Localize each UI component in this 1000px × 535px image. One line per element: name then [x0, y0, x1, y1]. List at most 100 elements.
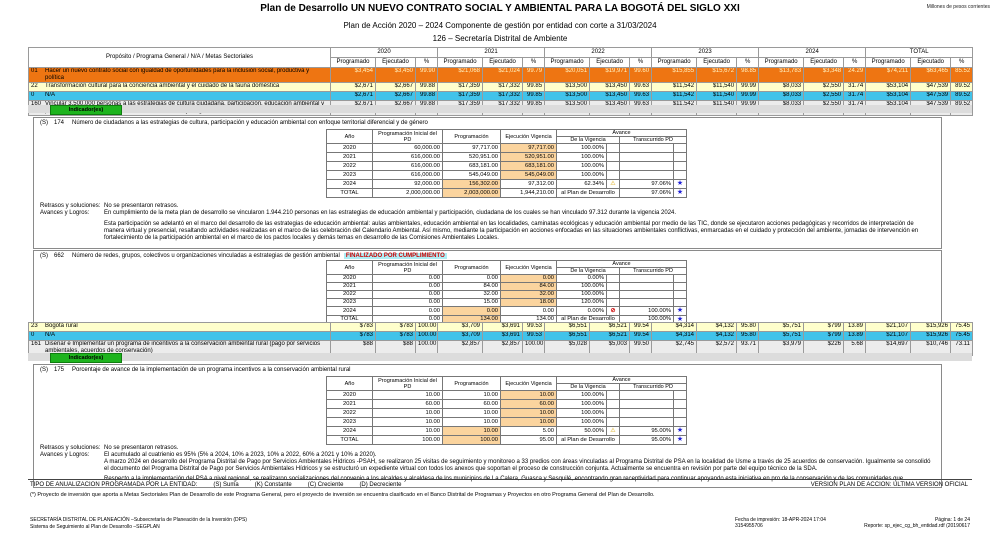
annualization-legend-label: TIPO DE ANUALIZACION PROGRAMADA POR LA E… [30, 482, 198, 488]
transcurrido-status-cell: ★ [673, 426, 687, 437]
initial-cell: 10.00 [372, 408, 443, 419]
execution-cell: 683,181.00 [500, 161, 557, 172]
col-programming: Programación [442, 259, 501, 276]
avances-text: El acumulado al cuatrienio es 95% (5% a … [104, 452, 377, 459]
col-execution: Ejecución Vigencia [500, 259, 557, 276]
initial-cell: 10.00 [372, 390, 443, 401]
budget-cell: $13,500 [544, 81, 591, 92]
budget-cell: 95.80 [736, 322, 759, 332]
year-cell: 2024 [326, 179, 373, 190]
program-row-23: 23 Bogotá rural $783 $783 100.00 $3,709 $3,691… [28, 322, 973, 332]
transcurrido-cell: 95.00% [619, 435, 674, 446]
star-icon: ★ [676, 427, 684, 435]
vigencia-status-cell: ⚠ [606, 179, 620, 190]
budget-cell: 75.45 [950, 322, 973, 332]
budget-cell: $13,500 [544, 90, 591, 101]
program-name: N/A [45, 332, 56, 339]
initial-cell: 100.00 [372, 435, 443, 446]
transcurrido-status-cell: ★ [673, 188, 687, 199]
star-icon: ★ [676, 189, 684, 197]
year-cell: 2020 [326, 143, 373, 154]
year-cell: 2023 [326, 417, 373, 428]
entity-subtitle: 126 – Secretaría Distrital de Ambiente [432, 34, 568, 43]
program-label: 01 Hacer un nuevo contrato social con igu… [28, 67, 331, 83]
budget-cell: $20,051 [544, 67, 591, 83]
vigencia-status-cell: ⚠ [606, 426, 620, 437]
vigencia-cell: 100.00% [556, 170, 607, 181]
indicator-row-2021: 2021 60.00 60.00 60.00 100.00% [326, 399, 687, 410]
indicator-table-container: Año Programación Inicial del PD Programaci… [326, 375, 687, 446]
indicator-row-TOTAL: TOTAL 100.00 100.00 95.00 al Plan de Desarro… [326, 435, 687, 446]
vigencia-status-cell [606, 282, 620, 292]
indicator-row-2022: 2022 0.00 32.00 32.00 100.00% [326, 290, 687, 300]
budget-cell: 99.63 [629, 81, 653, 92]
year-cell: 2020 [326, 274, 373, 284]
budget-cell: 99.54 [629, 331, 652, 341]
not-met-icon: ⊘ [610, 307, 616, 314]
budget-cell: 24.29 [843, 67, 867, 83]
programming-cell: 100.00 [442, 435, 501, 446]
budget-cell: $6,551 [544, 322, 590, 332]
budget-cell: $21,107 [865, 322, 911, 332]
vigencia-label-cell: al Plan de Desarrollo [556, 188, 620, 199]
legend-item: (K) Constante [254, 482, 292, 488]
budget-cell: $11,542 [651, 90, 698, 101]
indicator-row-2024: 2024 0.00 0.00 0.00 0.00% ⊘ 100.00% ★ [326, 306, 687, 316]
phone-number: 3154955706 [735, 523, 763, 529]
vigencia-status-cell [606, 408, 620, 419]
transcurrido-status-cell [673, 143, 687, 154]
budget-cell: $19,971 [589, 67, 631, 83]
sub-header: Ejecutado [803, 57, 845, 68]
warning-icon: ⚠ [610, 180, 616, 187]
programming-cell: 10.00 [442, 408, 501, 419]
budget-cell: $783 [330, 331, 376, 341]
indicator-row-2020: 2020 10.00 10.00 10.00 100.00% [326, 390, 687, 401]
sub-header: % [629, 57, 653, 68]
budget-cell: $6,521 [589, 322, 630, 332]
indicator-number: 174 [54, 120, 65, 126]
budget-cell: $2,550 [803, 90, 845, 101]
budget-cell: $2,671 [330, 90, 376, 101]
status-badge: FINALIZADO POR CUMPLIMIENTO [343, 253, 447, 259]
budget-cell: $47,539 [910, 81, 952, 92]
annualization-legend: TIPO DE ANUALIZACION PROGRAMADA POR LA E… [30, 482, 401, 488]
programming-cell: 10.00 [442, 417, 501, 428]
vigencia-status-cell [606, 298, 620, 308]
budget-cell: $8,033 [758, 81, 805, 92]
budget-cell: $21,068 [437, 67, 484, 83]
execution-cell: 5.00 [500, 426, 557, 437]
year-header: 2020 [329, 47, 439, 58]
indicator-box-175: (S) 175 Porcentaje de avance de la impleme… [33, 364, 942, 488]
budget-cell: $53,104 [865, 81, 912, 92]
program-row-01: 01 Hacer un nuevo contrato social con igu… [28, 67, 974, 83]
initial-cell: 616,000.00 [372, 170, 443, 181]
budget-cell: $13,450 [589, 81, 631, 92]
star-icon: ★ [676, 315, 684, 323]
year-cell: TOTAL [326, 188, 373, 199]
budget-cell: $21,107 [865, 331, 911, 341]
col-transcurrido: Transcurrido PD [619, 267, 687, 276]
indicator-band-label: Indicador(es) [50, 353, 122, 363]
sub-header: % [950, 57, 974, 68]
execution-cell: 10.00 [500, 408, 557, 419]
budget-cell: $6,551 [544, 331, 590, 341]
col-vigencia: De la Vigencia [556, 383, 620, 392]
transcurrido-status-cell [673, 170, 687, 181]
indicator-number: 175 [54, 367, 65, 373]
program-code: 23 [31, 323, 38, 330]
budget-cell: $74,211 [865, 67, 912, 83]
retrasos-label: Retrasos y soluciones: [40, 445, 101, 451]
year-cell: 2023 [326, 298, 373, 308]
vigencia-cell: 100.00% [556, 390, 607, 401]
indicator-title-174: (S) 174 Número de ciudadanos a las estrate… [40, 120, 428, 126]
vigencia-status-cell [606, 152, 620, 163]
execution-cell: 520,951.00 [500, 152, 557, 163]
initial-cell: 10.00 [372, 426, 443, 437]
indicator-row-2023: 2023 0.00 15.00 18.00 120.00% [326, 298, 687, 308]
budget-cell: 100.00 [415, 322, 438, 332]
budget-cell: $3,450 [375, 67, 416, 83]
budget-cell: $47,539 [910, 90, 952, 101]
program-label: 0 N/A [28, 90, 331, 101]
col-transcurrido: Transcurrido PD [619, 136, 687, 145]
year-cell: 2020 [326, 390, 373, 401]
